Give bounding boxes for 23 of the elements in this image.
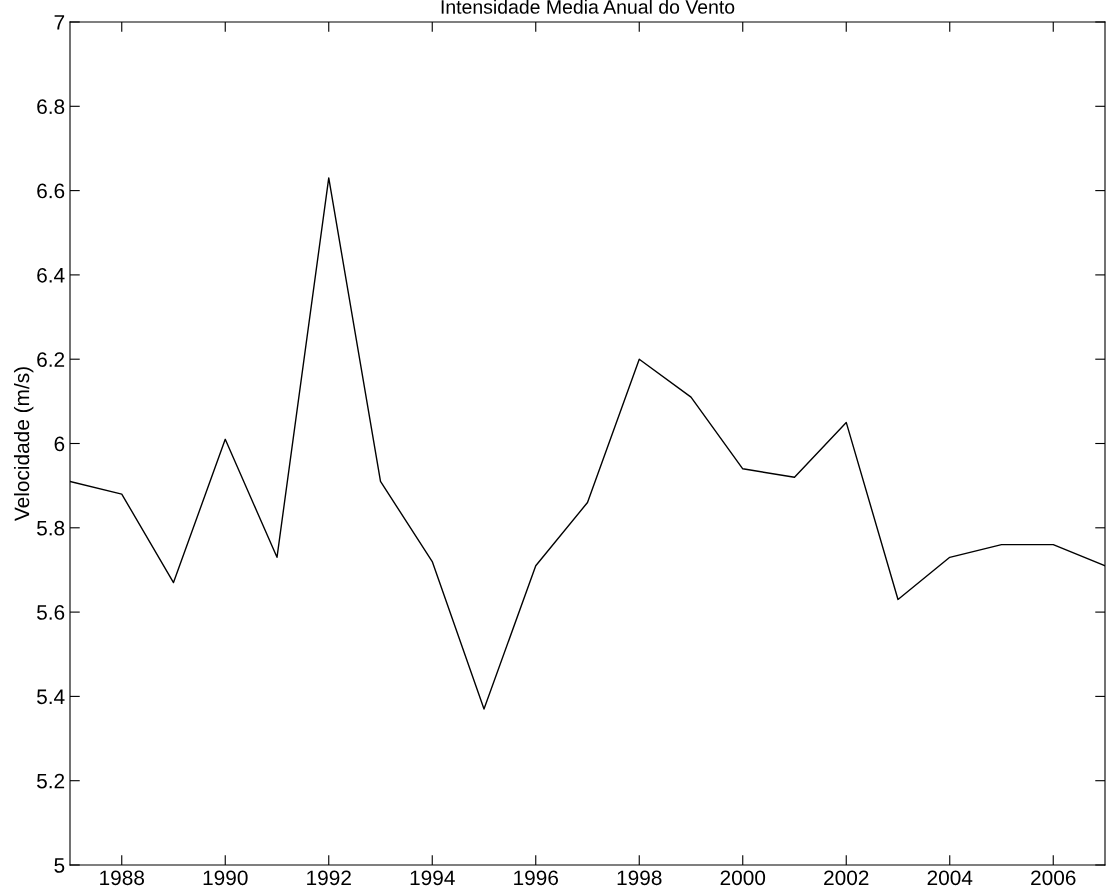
x-tick-label: 1992 [307,870,351,886]
y-tick-label: 5.8 [37,520,65,536]
x-tick-label: 1990 [203,870,248,886]
y-tick-label: 6.2 [37,352,65,367]
x-tick-label: 2006 [1031,870,1076,886]
x-tick-label: 2000 [720,870,766,886]
x-tick-label: 1996 [514,870,559,886]
y-tick-label: 5.2 [37,773,65,789]
chart-title: Intensidade Media Anual do Vento [441,0,735,14]
x-tick-label: 1988 [100,870,145,886]
y-axis-title: Velocidade (m/s) [13,367,34,521]
y-tick-label: 6 [54,436,65,452]
y-tick-label: 6.6 [37,183,65,199]
y-tick-label: 5 [54,858,65,873]
x-tick-label: 1994 [410,870,455,886]
y-tick-label: 6.4 [37,267,65,283]
y-tick-label: 6.8 [37,99,65,115]
x-tick-label: 1998 [617,870,662,886]
y-tick-label: 5.6 [37,605,65,620]
y-tick-label: 5.4 [37,689,65,705]
y-tick-label: 7 [54,15,65,30]
x-tick-label: 2004 [927,870,973,886]
x-tick-label: 2002 [824,870,869,886]
